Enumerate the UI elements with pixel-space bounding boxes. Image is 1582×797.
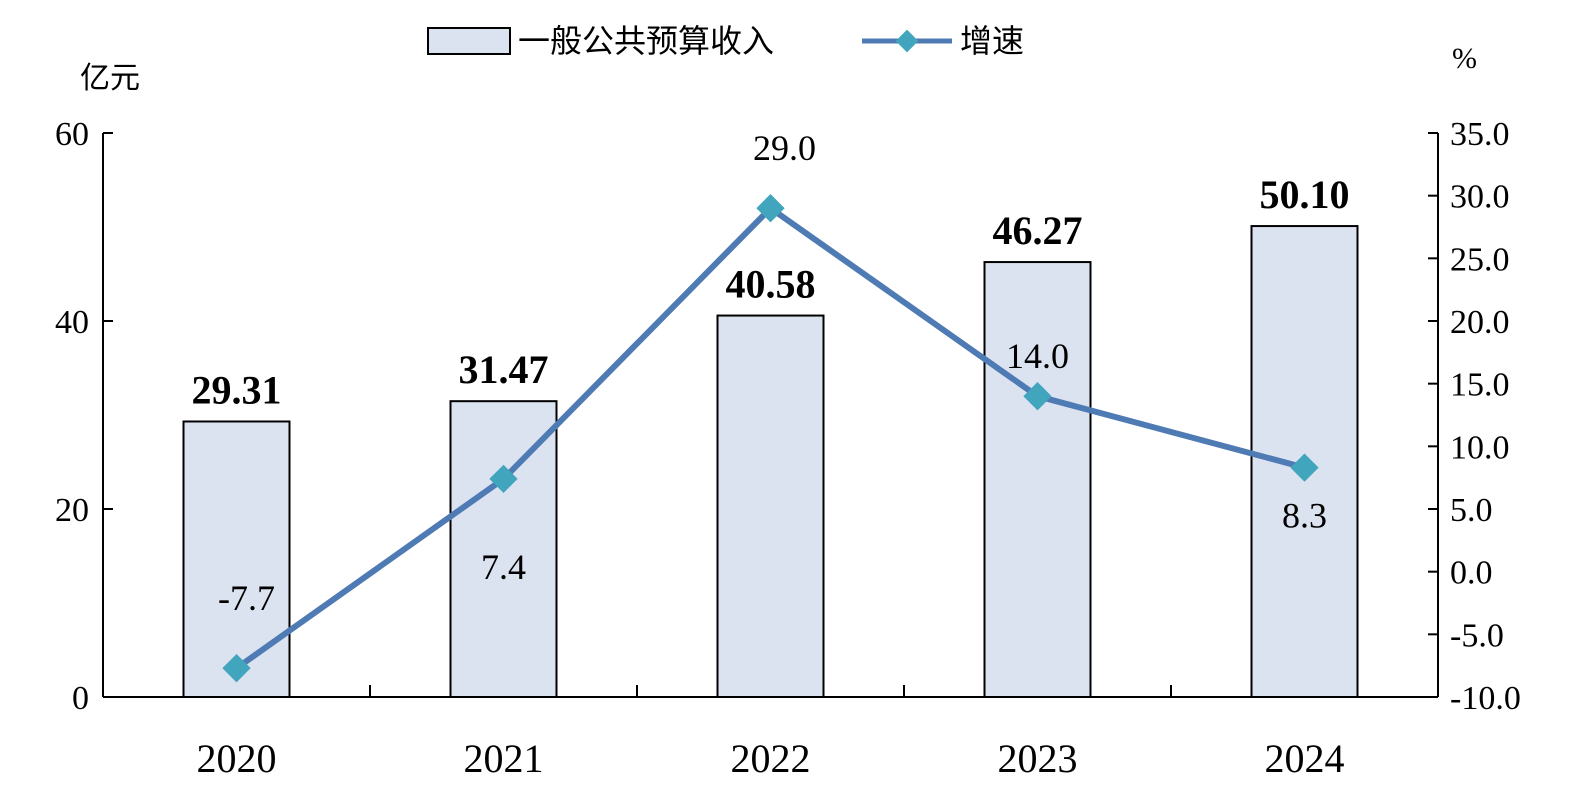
left-tick-label: 0 xyxy=(72,680,89,717)
right-tick-label: 15.0 xyxy=(1450,367,1510,404)
x-tick-label: 2020 xyxy=(197,736,277,781)
right-tick-label: 5.0 xyxy=(1450,492,1493,529)
right-tick-label: 20.0 xyxy=(1450,304,1510,341)
bar-value-label: 29.31 xyxy=(192,367,282,412)
right-tick-label: 35.0 xyxy=(1450,116,1510,153)
right-tick-label: 0.0 xyxy=(1450,555,1493,592)
legend-line-marker xyxy=(895,29,919,53)
x-tick-label: 2021 xyxy=(464,736,544,781)
right-tick-label: 30.0 xyxy=(1450,179,1510,216)
bar xyxy=(182,420,291,698)
legend-line-label: 增速 xyxy=(960,22,1024,60)
x-axis-ticks: 2020 2021 2022 2023 2024 xyxy=(197,685,1345,781)
line-series xyxy=(222,194,1319,683)
right-axis-unit: % xyxy=(1452,42,1477,75)
line-marker xyxy=(489,464,518,494)
bar xyxy=(449,400,558,698)
line-marker xyxy=(756,194,785,223)
bar-value-label: 46.27 xyxy=(993,208,1083,253)
right-tick-label: -10.0 xyxy=(1450,680,1521,717)
line-value-labels: -7.7 7.4 29.0 14.0 8.3 xyxy=(218,128,1327,618)
bar xyxy=(716,314,825,698)
right-axis-ticks: -10.0 -5.0 0.0 5.0 10.0 15.0 20.0 25.0 30.0 35.0 xyxy=(1428,116,1521,717)
left-tick-label: 40 xyxy=(55,304,89,341)
bar xyxy=(983,261,1092,698)
left-axis-unit: 亿元 xyxy=(80,61,140,96)
line-value-label: 8.3 xyxy=(1282,496,1327,536)
left-tick-label: 60 xyxy=(55,116,89,153)
line-marker xyxy=(1023,382,1052,411)
bar-value-label: 31.47 xyxy=(459,347,549,392)
right-tick-label: -5.0 xyxy=(1450,617,1504,654)
bar-value-label: 50.10 xyxy=(1260,172,1350,217)
line-value-label: 29.0 xyxy=(753,128,816,168)
x-tick-label: 2024 xyxy=(1265,736,1345,781)
legend-bar-swatch xyxy=(427,27,511,55)
right-tick-label: 25.0 xyxy=(1450,241,1510,278)
bar-value-labels: 29.31 31.47 40.58 46.27 50.10 xyxy=(192,172,1350,412)
legend: 一般公共预算收入 增速 xyxy=(427,22,1024,60)
right-tick-label: 10.0 xyxy=(1450,429,1510,466)
x-tick-label: 2022 xyxy=(731,736,811,781)
bar-value-label: 40.58 xyxy=(726,262,816,307)
line-value-label: -7.7 xyxy=(218,578,275,618)
left-tick-label: 20 xyxy=(55,492,89,529)
line-value-label: 14.0 xyxy=(1006,336,1069,376)
left-axis-ticks: 0 20 40 60 xyxy=(55,116,113,717)
line-value-label: 7.4 xyxy=(481,547,526,587)
x-tick-label: 2023 xyxy=(998,736,1078,781)
line-marker xyxy=(1290,453,1319,482)
line-marker xyxy=(222,654,251,683)
legend-bar-label: 一般公共预算收入 xyxy=(518,22,774,60)
